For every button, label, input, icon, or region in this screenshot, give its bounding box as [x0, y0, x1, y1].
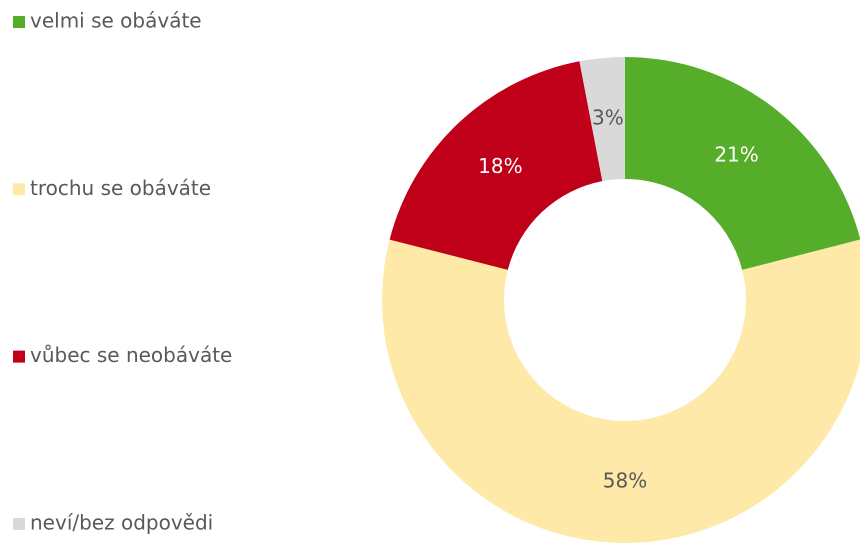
data-label: 18%: [478, 154, 522, 178]
data-label: 3%: [592, 105, 624, 129]
data-label: 21%: [714, 143, 758, 167]
legend-label: velmi se obáváte: [30, 9, 202, 33]
legend-label: neví/bez odpovědi: [30, 510, 213, 534]
legend-swatch: [13, 183, 25, 196]
legend-swatch: [13, 16, 25, 28]
legend-swatch: [13, 517, 25, 530]
legend-label: trochu se obáváte: [30, 176, 211, 200]
data-label: 58%: [603, 469, 647, 493]
donut-slice: [389, 61, 603, 270]
legend-swatch: [13, 350, 25, 363]
donut-slice: [579, 57, 625, 182]
donut-slice: [625, 57, 860, 270]
donut-slice: [382, 239, 860, 543]
legend-label: vůbec se neobáváte: [30, 343, 232, 367]
